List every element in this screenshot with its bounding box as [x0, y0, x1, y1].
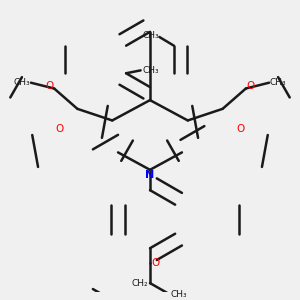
Text: CH₂: CH₂ — [131, 279, 148, 288]
Text: CH₃: CH₃ — [171, 290, 188, 299]
Text: CH₃: CH₃ — [142, 66, 159, 75]
Text: O: O — [46, 81, 54, 91]
Text: N: N — [146, 170, 154, 180]
Text: O: O — [56, 124, 64, 134]
Text: CH₃: CH₃ — [269, 78, 286, 87]
Text: O: O — [152, 258, 160, 268]
Text: CH₃: CH₃ — [142, 31, 159, 40]
Text: CH₃: CH₃ — [14, 78, 31, 87]
Text: O: O — [236, 124, 244, 134]
Text: O: O — [246, 81, 254, 91]
